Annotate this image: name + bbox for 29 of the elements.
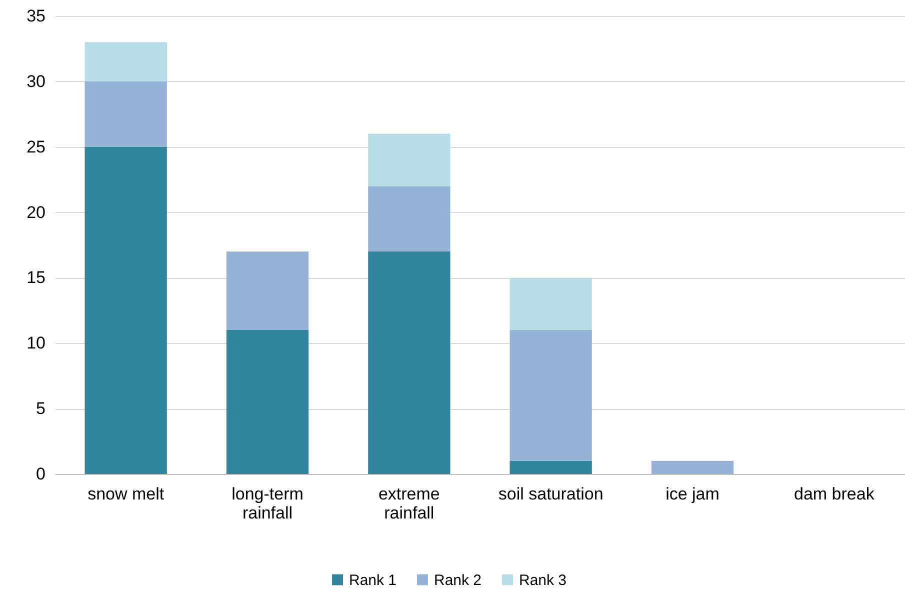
bar	[510, 330, 592, 461]
x-tick-label: soil saturation	[498, 484, 604, 504]
legend-label: Rank 3	[519, 572, 567, 589]
y-tick-label: 20	[26, 202, 46, 222]
x-tick-label: long-term rainfall	[232, 484, 304, 522]
bar	[368, 252, 450, 474]
y-tick-label: 10	[26, 334, 46, 353]
bar	[510, 460, 592, 474]
bar	[226, 330, 309, 474]
bar	[368, 134, 450, 186]
bar	[84, 146, 167, 474]
x-tick-label: dam break	[794, 484, 875, 504]
x-tick-label: snow melt	[88, 484, 164, 504]
y-tick-label: 5	[36, 399, 46, 418]
y-tick-label: 35	[26, 6, 46, 26]
bar	[651, 460, 734, 474]
bar	[84, 42, 167, 82]
bar	[84, 81, 167, 147]
legend-label: Rank 2	[434, 572, 482, 589]
legend-label: Rank 1	[349, 572, 397, 589]
x-tick-label: ice jam	[666, 484, 720, 504]
y-tick-label: 0	[36, 464, 46, 484]
bar	[368, 186, 450, 252]
x-tick-label: extreme rainfall	[378, 484, 440, 522]
y-tick-label: 15	[26, 268, 46, 288]
bar	[510, 278, 592, 330]
y-tick-label: 25	[26, 137, 46, 156]
y-tick-label: 30	[26, 72, 46, 91]
bar	[226, 252, 309, 330]
